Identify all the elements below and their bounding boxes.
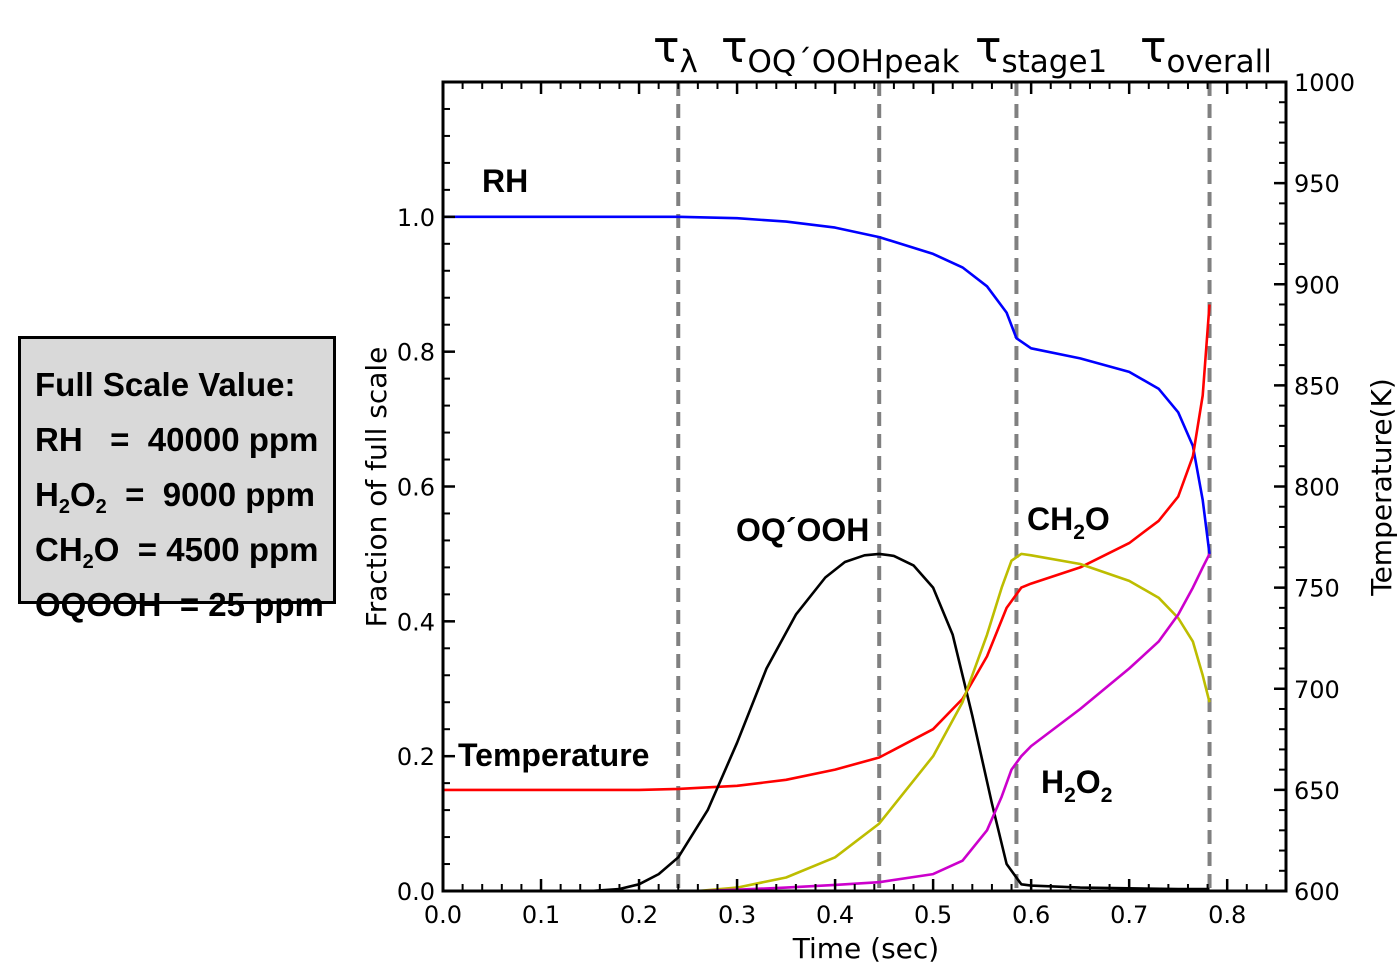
y2-tick-label-0: 600 (1294, 878, 1340, 906)
label-oqooh: OQ´OOH (736, 512, 869, 548)
y2-tick-label-4: 800 (1294, 474, 1340, 502)
y2-tick-label-2: 700 (1294, 676, 1340, 704)
y-axis-title: Fraction of full scale (360, 347, 393, 628)
y-tick-label-5: 1.0 (397, 204, 435, 232)
y-tick-label-0: 0.0 (397, 878, 435, 906)
x-tick-label-4: 0.4 (816, 901, 854, 929)
label-temperature: Temperature (458, 737, 649, 773)
series-line-0 (443, 215, 1211, 555)
legend-h2o2-b: O (69, 476, 96, 513)
x-tick-label-3: 0.3 (718, 901, 756, 929)
tau-symbol-0: τ (653, 22, 680, 73)
label-h2o2-sub2: 2 (1101, 784, 1113, 807)
label-ch2o-main: CH (1027, 501, 1073, 537)
legend-h2o2-val: = 9000 ppm (106, 476, 315, 513)
legend-ch2o-a: CH (35, 531, 83, 568)
tau-symbol-3: τ (1140, 22, 1167, 73)
legend-title: Full Scale Value: (35, 366, 296, 403)
tau-label-1: τOQ´OOHpeak (721, 22, 960, 80)
legend-ch2o-b: O = 4500 ppm (93, 531, 319, 568)
tau-subscript-0: λ (680, 44, 698, 80)
tau-symbol-2: τ (975, 22, 1002, 73)
y2-tick-label-1: 650 (1294, 777, 1340, 805)
tau-marker-lines (676, 82, 1212, 891)
y-tick-label-3: 0.6 (397, 474, 435, 502)
x-axis-title: Time (sec) (792, 932, 939, 965)
series-line-4 (697, 553, 1211, 893)
y2-tick-label-6: 900 (1294, 271, 1340, 299)
tau-label-3: τoverall (1140, 22, 1272, 80)
y2-tick-label-3: 750 (1294, 575, 1340, 603)
x-tick-label-5: 0.5 (914, 901, 952, 929)
y-tick-label-2: 0.4 (397, 608, 435, 636)
label-ch2o-sub: 2 (1073, 521, 1085, 544)
legend-h2o2-a: H (35, 476, 59, 513)
x-tick-label-7: 0.7 (1110, 901, 1148, 929)
x-tick-label-6: 0.6 (1012, 901, 1050, 929)
legend-h2o2-sub1: 2 (58, 496, 70, 518)
label-h2o2-a: H (1041, 764, 1064, 800)
tau-symbol-1: τ (721, 22, 748, 73)
x-tick-label-8: 0.8 (1208, 901, 1246, 929)
full-scale-legend: Full Scale Value: RH = 40000 ppm H2O2 = … (18, 336, 336, 623)
ticks-layer: 0.0 0.1 0.2 0.3 0.4 0.5 0.6 0.7 0.8 0.0 0.2 0.4 0.6 0… (397, 69, 1355, 929)
y-tick-label-4: 0.8 (397, 339, 435, 367)
label-h2o2-b: O (1076, 764, 1101, 800)
series-line-2 (589, 552, 1210, 893)
label-ch2o-tail: O (1085, 501, 1110, 537)
tau-subscript-1: OQ´OOHpeak (748, 44, 960, 80)
label-ch2o: CH2O (1027, 501, 1110, 544)
label-h2o2-sub1: 2 (1064, 784, 1076, 807)
y2-tick-label-8: 1000 (1294, 69, 1355, 97)
tau-label-2: τstage1 (975, 22, 1107, 80)
y2-tick-label-7: 950 (1294, 170, 1340, 198)
x-tick-label-0: 0.0 (424, 901, 462, 929)
legend-rh: RH = 40000 ppm (35, 421, 319, 458)
y2-tick-label-5: 850 (1294, 372, 1340, 400)
series-line-1 (443, 304, 1211, 792)
x-tick-label-1: 0.1 (522, 901, 560, 929)
tau-subscript-2: stage1 (1002, 44, 1108, 80)
tau-label-0: τλ (653, 22, 698, 80)
tau-subscript-3: overall (1167, 44, 1272, 80)
legend-h2o2: H2O2 = 9000 ppm (35, 467, 333, 522)
series-layer (443, 215, 1211, 893)
y-tick-label-1: 0.2 (397, 743, 435, 771)
label-rh: RH (482, 163, 528, 199)
x-tick-label-2: 0.2 (620, 901, 658, 929)
legend-h2o2-sub2: 2 (95, 496, 107, 518)
y2-axis-title: Temperature(K) (1365, 378, 1398, 597)
label-h2o2: H2O2 (1041, 764, 1112, 807)
labels-layer: τλ τOQ´OOHpeak τstage1 τoverall (653, 22, 1272, 80)
series-line-3 (697, 552, 1211, 893)
legend-ch2o-sub: 2 (82, 551, 94, 573)
legend-oqooh: OQOOH = 25 ppm (35, 586, 324, 623)
legend-ch2o: CH2O = 4500 ppm (35, 522, 333, 577)
